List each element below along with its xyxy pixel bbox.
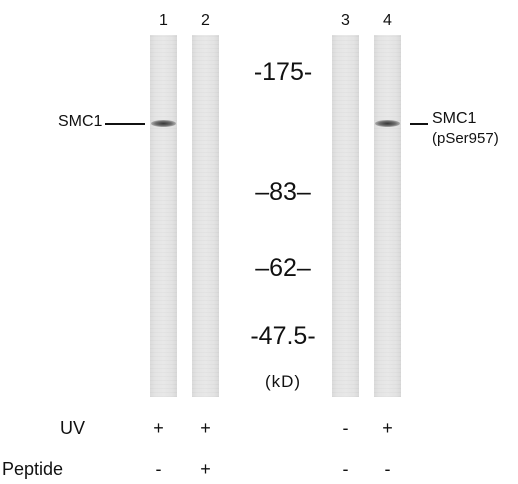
marker-62: –62– (255, 254, 311, 282)
uv-sign-lane-3: - (342, 418, 349, 438)
left-band-label: SMC1 (58, 113, 103, 130)
lane-number-2: 2 (201, 12, 210, 29)
protein-band (375, 120, 400, 127)
blot-lane-1 (150, 35, 177, 397)
peptide-sign-lane-2: + (200, 459, 211, 479)
right-band-sublabel: (pSer957) (432, 130, 499, 147)
blot-lane-2 (192, 35, 219, 397)
lane-number-3: 3 (341, 12, 350, 29)
peptide-row-label: Peptide (2, 459, 64, 479)
marker-175: -175- (253, 58, 313, 86)
lane-number-4: 4 (383, 12, 392, 29)
blot-lane-4 (374, 35, 401, 397)
blot-lane-3 (332, 35, 359, 397)
peptide-sign-lane-3: - (342, 459, 349, 479)
uv-sign-lane-1: + (153, 418, 164, 438)
marker-83: –83– (255, 178, 311, 206)
unit-label: (kD) (264, 372, 302, 391)
uv-sign-lane-4: + (382, 418, 393, 438)
uv-row-label: UV (60, 418, 86, 438)
protein-band (151, 120, 176, 127)
lane-number-1: 1 (159, 12, 168, 29)
right-band-label: SMC1 (432, 110, 477, 127)
marker-47-5: -47.5- (250, 322, 316, 350)
right-band-pointer (410, 123, 428, 125)
uv-sign-lane-2: + (200, 418, 211, 438)
peptide-sign-lane-1: - (155, 459, 162, 479)
peptide-sign-lane-4: - (384, 459, 391, 479)
left-band-pointer (105, 123, 145, 125)
